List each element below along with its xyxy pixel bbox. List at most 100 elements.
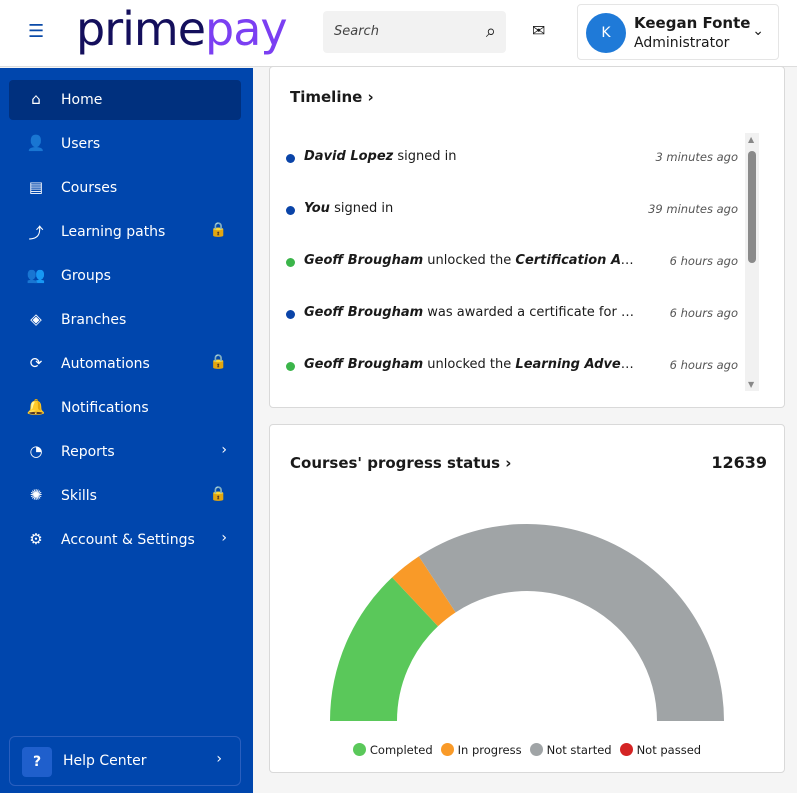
sidebar-item-learning-paths[interactable]: ⤴ Learning paths 🔒 (9, 212, 241, 252)
chevron-right-icon: › (221, 442, 227, 458)
legend-swatch (619, 743, 633, 756)
sidebar-item-automations[interactable]: ⟳ Automations 🔒 (9, 344, 241, 384)
status-dot (286, 310, 295, 319)
status-dot (286, 154, 295, 163)
sidebar-icon: ◈ (30, 310, 42, 328)
sidebar-item-users[interactable]: 👤 Users (9, 124, 241, 164)
object[interactable]: Certification Adventure (515, 253, 634, 268)
sidebar-item-label: Automations (61, 356, 150, 372)
chevron-right-icon: › (505, 454, 512, 472)
sidebar-item-skills[interactable]: ✺ Skills 🔒 (9, 476, 241, 516)
scroll-up-icon[interactable]: ▲ (748, 135, 755, 144)
sidebar-icon: ▤ (28, 178, 44, 196)
sidebar-icon: 👥 (26, 266, 46, 284)
sidebar-item-account-settings[interactable]: ⚙ Account & Settings › (9, 520, 241, 560)
legend-swatch (440, 743, 454, 756)
timeline-item[interactable]: Geoff Brougham unlocked the Certificatio… (286, 253, 738, 273)
action: signed in (393, 149, 457, 164)
scrollbar[interactable]: ▲ ▼ (745, 133, 759, 391)
chevron-down-icon[interactable]: ⌄ (752, 23, 764, 39)
action: signed in (329, 201, 394, 216)
sidebar-icon: 🔔 (26, 398, 46, 416)
inbox-icon[interactable]: ✉ (532, 21, 546, 40)
action: unlocked the (423, 253, 516, 268)
chevron-right-icon: › (216, 751, 222, 767)
help-label: Help Center (63, 753, 147, 769)
gauge-segment-completed[interactable] (330, 577, 439, 721)
sidebar-item-label: Learning paths (61, 224, 166, 240)
action: unlocked the (423, 357, 516, 372)
user-role: Administrator (634, 35, 730, 51)
actor[interactable]: Geoff Brougham (304, 305, 424, 320)
timeline-item[interactable]: Geoff Brougham unlocked the Learning Adv… (286, 357, 738, 377)
sidebar-icon: ⤴ (28, 224, 44, 242)
legend-item[interactable]: Completed (352, 743, 433, 757)
scrollbar-thumb[interactable] (748, 151, 756, 263)
progress-total: 12639 (711, 453, 767, 472)
legend-swatch (529, 743, 543, 756)
progress-title-text: Courses' progress status (290, 454, 501, 472)
progress-title[interactable]: Courses' progress status › (290, 454, 511, 472)
gauge-segment-not-started[interactable] (418, 524, 724, 721)
avatar: K (586, 13, 626, 53)
lock-icon: 🔒 (209, 222, 227, 238)
sidebar-item-label: Skills (61, 488, 97, 504)
legend-item[interactable]: Not started (529, 743, 612, 757)
timeline-text: David Lopez signed in (304, 149, 634, 164)
chart-legend: Completed In progress Not started Not passe… (270, 743, 784, 757)
legend-item[interactable]: In progress (440, 743, 522, 757)
top-bar: ☰ primepay Search ⌕ ✉ K Keegan Fonte Admi… (0, 0, 797, 67)
user-name: Keegan Fonte (634, 14, 751, 32)
search-placeholder: Search (334, 24, 379, 39)
sidebar-item-label: Users (61, 136, 101, 152)
gauge-segment-in-progress[interactable] (392, 556, 456, 627)
sidebar-item-home[interactable]: ⌂ Home (9, 80, 241, 120)
sidebar-icon: ✺ (29, 486, 43, 504)
timeline-text: Geoff Brougham unlocked the Certificatio… (304, 253, 634, 268)
timeline-text: You signed in (304, 201, 634, 216)
help-icon: ? (22, 747, 52, 777)
object[interactable]: Learning Adventure (515, 357, 634, 372)
timeline-title-text: Timeline (290, 88, 363, 106)
menu-icon[interactable]: ☰ (28, 21, 45, 42)
legend-swatch (352, 743, 366, 756)
action: was awarded a certificate for the course (427, 305, 634, 320)
timestamp: 3 minutes ago (655, 150, 738, 164)
actor[interactable]: You (304, 201, 330, 216)
legend-label: In progress (457, 743, 522, 757)
timestamp: 6 hours ago (669, 254, 738, 268)
sidebar-item-branches[interactable]: ◈ Branches (9, 300, 241, 340)
sidebar-icon: 👤 (26, 134, 46, 152)
legend-item[interactable]: Not passed (619, 743, 701, 757)
chevron-right-icon: › (221, 530, 227, 546)
sidebar-item-courses[interactable]: ▤ Courses (9, 168, 241, 208)
timeline-text: Geoff Brougham unlocked the Learning Adv… (304, 357, 634, 372)
lock-icon: 🔒 (209, 486, 227, 502)
logo[interactable]: primepay (76, 2, 288, 56)
actor[interactable]: Geoff Brougham (304, 253, 424, 268)
sidebar-item-groups[interactable]: 👥 Groups (9, 256, 241, 296)
sidebar-item-notifications[interactable]: 🔔 Notifications (9, 388, 241, 428)
sidebar-icon: ⌂ (31, 90, 41, 108)
timeline-item[interactable]: Geoff Brougham was awarded a certificate… (286, 305, 738, 325)
status-dot (286, 258, 295, 267)
sidebar-item-reports[interactable]: ◔ Reports › (9, 432, 241, 472)
search-input[interactable]: Search ⌕ (323, 11, 506, 53)
help-center-button[interactable]: ? Help Center › (9, 736, 241, 786)
chevron-right-icon: › (367, 88, 374, 106)
timestamp: 6 hours ago (669, 358, 738, 372)
status-dot (286, 362, 295, 371)
logo-text-accent: pay (205, 2, 288, 56)
actor[interactable]: Geoff Brougham (304, 357, 424, 372)
actor[interactable]: David Lopez (304, 149, 394, 164)
timeline-text: Geoff Brougham was awarded a certificate… (304, 305, 634, 320)
timeline-title[interactable]: Timeline › (290, 88, 374, 106)
sidebar-icon: ⟳ (29, 354, 43, 372)
timeline-item[interactable]: You signed in 39 minutes ago (286, 201, 738, 221)
scroll-down-icon[interactable]: ▼ (748, 380, 755, 389)
user-menu[interactable]: K Keegan Fonte Administrator ⌄ (577, 4, 779, 60)
logo-text: prime (76, 2, 206, 56)
status-dot (286, 206, 295, 215)
timeline-item[interactable]: David Lopez signed in 3 minutes ago (286, 149, 738, 169)
search-icon[interactable]: ⌕ (485, 21, 496, 42)
